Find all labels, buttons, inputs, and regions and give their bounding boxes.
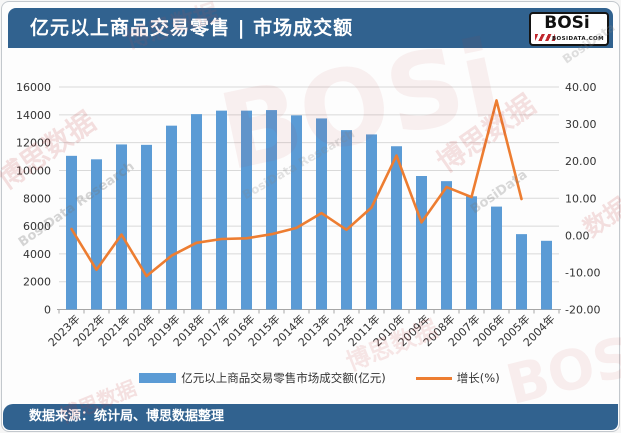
right-axis-tick-label: -10.00	[565, 266, 600, 279]
left-axis-tick-label: 4000	[23, 248, 51, 261]
title-banner: 亿元以上商品交易零售 | 市场成交额 BOSi BOSIDATA.COM	[8, 8, 613, 48]
bar-2011年	[366, 134, 377, 310]
bar-2018年	[191, 114, 202, 310]
right-axis-tick-label: 30.00	[565, 118, 597, 131]
bar-2005年	[516, 234, 527, 310]
chart-legend: 亿元以上商品交易零售市场成交额(亿元) 增长(%)	[20, 370, 619, 386]
legend-item-bar-series: 亿元以上商品交易零售市场成交额(亿元)	[139, 370, 386, 386]
bar-2004年	[541, 240, 552, 310]
bosi-logo-text: BOSi	[531, 14, 603, 33]
bar-2008年	[441, 181, 452, 310]
bar-2016年	[241, 110, 252, 310]
growth-line	[70, 99, 523, 278]
page-title: 亿元以上商品交易零售 | 市场成交额	[30, 17, 354, 39]
left-axis-tick-label: 12000	[16, 137, 51, 150]
bar-2006年	[491, 206, 502, 310]
bar-2022年	[91, 159, 102, 310]
left-axis-tick-label: 16000	[16, 81, 51, 94]
bar-2015年	[266, 110, 277, 310]
right-axis-tick-label: 20.00	[565, 155, 597, 168]
bosi-logo-subtext: BOSIDATA.COM	[551, 36, 604, 42]
source-banner: 数据来源：统计局、博思数据整理	[3, 404, 618, 430]
right-axis-tick-label: -20.00	[565, 304, 600, 317]
combo-chart: 0 2000 4000 6000 8000 10000 12000 14000 16000 -20…	[2, 49, 619, 410]
logo-wordmark: BOSi	[544, 13, 590, 33]
bar-2021年	[116, 144, 127, 310]
bar-2020年	[141, 144, 152, 310]
bosi-logo: BOSi BOSIDATA.COM	[529, 12, 609, 46]
left-axis-tick-label: 6000	[23, 220, 51, 233]
logo-stripes-icon	[535, 34, 555, 41]
left-axis-tick-label: 14000	[16, 109, 51, 122]
left-axis-tick-label: 10000	[16, 164, 51, 177]
left-axis-tick-label: 0	[44, 304, 51, 317]
bar-2019年	[166, 125, 177, 310]
bar-series-swatch-icon	[139, 373, 177, 383]
chart-plot: 0 2000 4000 6000 8000 10000 12000 14000 16000 -20…	[16, 81, 600, 349]
bar-2017年	[216, 110, 227, 310]
bar-2009年	[416, 176, 427, 310]
left-axis-tick-label: 2000	[23, 276, 51, 289]
bar-2014年	[291, 115, 302, 310]
bar-2012年	[341, 130, 352, 310]
legend-item-line-series: 增长(%)	[415, 370, 500, 386]
bar-2010年	[391, 146, 402, 310]
bar-2007年	[466, 196, 477, 310]
bar-series-label: 亿元以上商品交易零售市场成交额(亿元)	[181, 371, 386, 385]
line-series-label: 增长(%)	[456, 371, 500, 385]
data-source-text: 数据来源：统计局、博思数据整理	[29, 409, 225, 424]
left-axis-tick-label: 8000	[23, 192, 51, 205]
right-axis-tick-label: 40.00	[565, 81, 597, 94]
line-series-swatch-icon	[415, 376, 452, 380]
right-axis-tick-label: 0.00	[565, 229, 590, 242]
bar-2023年	[66, 155, 77, 310]
right-axis-tick-label: 10.00	[565, 192, 597, 205]
